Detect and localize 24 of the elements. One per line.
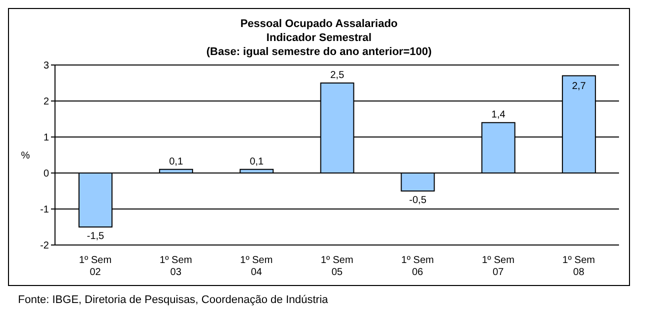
- data-label: -0,5: [409, 195, 427, 206]
- y-tick-label: -2: [40, 240, 50, 252]
- y-axis-title: %: [21, 150, 30, 162]
- source-note: Fonte: IBGE, Diretoria de Pesquisas, Coordenação de Indústria: [18, 294, 328, 306]
- x-tick-label: 1º Sem 05: [320, 255, 354, 278]
- data-label: 0,1: [169, 156, 184, 168]
- y-tick-label: 2: [43, 96, 50, 108]
- chart-subtitle: (Base: igual semestre do ano anterior=100): [205, 45, 433, 59]
- chart-title: Pessoal Ocupado Assalariado Indicador Semestral: [239, 17, 399, 45]
- data-label: 0,1: [250, 156, 264, 168]
- x-tick-label: 1º Sem 02: [79, 255, 112, 278]
- data-label: -1,5: [86, 231, 105, 242]
- x-tick-label: 1º Sem 08: [562, 255, 595, 278]
- y-tick-label: 1: [43, 132, 50, 144]
- x-tick-label: 1º Sem 07: [482, 255, 514, 278]
- y-tick-label: 3: [43, 60, 50, 72]
- x-tick-label: 1º Sem 03: [160, 255, 192, 278]
- x-tick-label: 1º Sem 06: [401, 255, 434, 278]
- data-label: 2,5: [330, 70, 345, 81]
- x-tick-label: 1º Sem 04: [240, 255, 273, 278]
- y-tick-label: -1: [40, 204, 50, 216]
- data-label: 2,7: [572, 80, 586, 92]
- data-label: 1,4: [491, 110, 506, 121]
- y-tick-label: 0: [43, 168, 50, 180]
